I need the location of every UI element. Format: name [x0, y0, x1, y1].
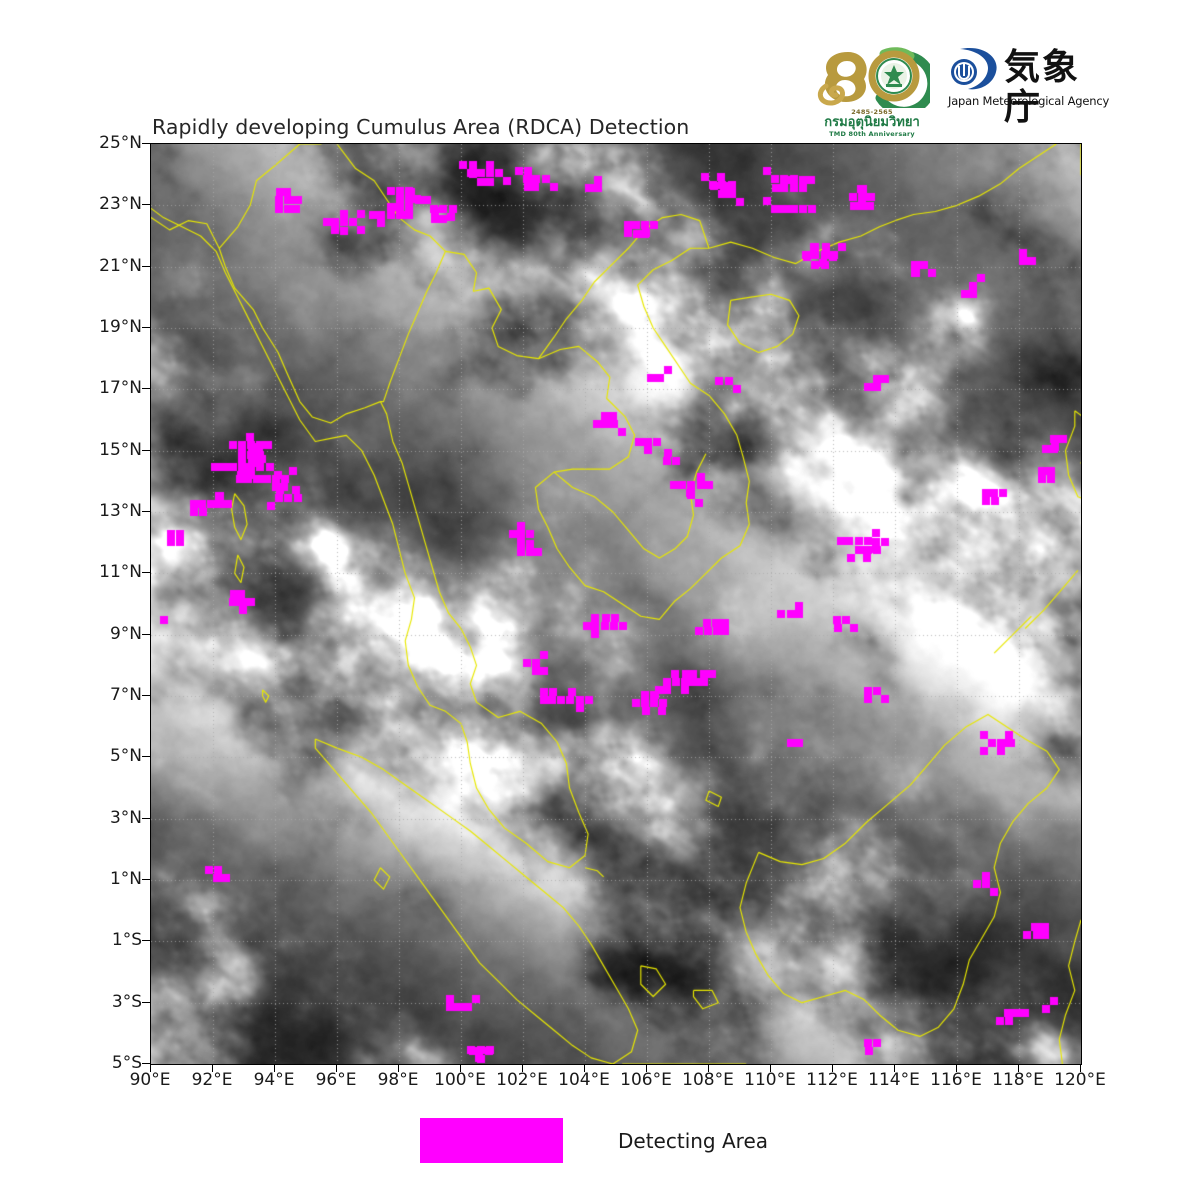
y-axis-tick-label: 15°N [99, 439, 142, 460]
page-title: Rapidly developing Cumulus Area (RDCA) D… [152, 115, 690, 139]
y-axis-tick-mark [142, 204, 150, 206]
x-axis-tick-mark [1080, 1064, 1081, 1072]
y-axis-tick-label: 21°N [99, 255, 142, 276]
logo-group: 2485-2565 กรมอุตุนิยมวิทยา TMD 80th Anni… [814, 46, 1109, 138]
y-axis-tick-mark [142, 327, 150, 328]
x-axis-tick-label: 116°E [930, 1070, 982, 1090]
y-axis-tick-label: 7°N [109, 685, 142, 705]
satellite-map-plot [150, 143, 1082, 1065]
y-axis-tick-mark [142, 1063, 150, 1064]
legend-label-detecting-area: Detecting Area [618, 1128, 768, 1153]
y-axis-tick-label: 1°N [109, 869, 142, 889]
x-axis-tick-mark [522, 1064, 523, 1072]
page-header: Rapidly developing Cumulus Area (RDCA) D… [0, 0, 1200, 301]
x-axis-tick-mark [274, 1064, 275, 1072]
y-axis-tick-label: 13°N [99, 501, 142, 521]
x-axis-tick-mark [1018, 1064, 1019, 1072]
y-axis-tick-mark [142, 143, 150, 144]
jma-english-title: Japan Meteorological Agency [948, 94, 1110, 108]
y-axis-tick-label: 1°S [111, 930, 142, 951]
x-axis-tick-mark [894, 1064, 895, 1072]
y-axis-tick-mark [142, 879, 150, 880]
x-axis-tick-mark [212, 1064, 213, 1072]
x-axis-tick-mark [460, 1064, 461, 1072]
x-axis-tick-mark [584, 1064, 585, 1072]
x-axis-tick-mark [956, 1064, 957, 1072]
y-axis-tick-mark [142, 756, 150, 758]
x-axis-tick-label: 110°E [744, 1070, 796, 1090]
tmd-80-mark-icon [814, 46, 937, 116]
jma-kanji-title: 気象庁 [1004, 47, 1081, 128]
y-axis-tick-mark [142, 449, 150, 451]
legend-swatch-detecting-area [420, 1118, 563, 1163]
y-axis-tick-mark [142, 572, 150, 574]
jma-swoosh-icon [951, 47, 997, 90]
x-axis-tick-label: 114°E [868, 1070, 920, 1090]
y-axis-tick-label: 17°N [99, 378, 142, 399]
y-axis-tick-label: 25°N [99, 133, 142, 153]
y-axis-tick-mark [142, 511, 150, 512]
x-axis-tick-mark [708, 1064, 709, 1072]
x-axis-tick-label: 104°E [558, 1070, 610, 1090]
x-axis-tick-label: 94°E [253, 1070, 295, 1090]
x-axis-tick-label: 90°E [129, 1070, 171, 1090]
y-axis-tick-label: 5°N [109, 746, 142, 767]
y-axis-tick-label: 11°N [99, 562, 142, 583]
y-axis-tick-label: 19°N [99, 317, 142, 337]
y-axis-tick-label: 23°N [99, 194, 142, 215]
tmd-80th-anniversary-logo: 2485-2565 กรมอุตุนิยมวิทยา TMD 80th Anni… [814, 46, 937, 138]
y-axis-tick-mark [142, 633, 150, 635]
y-axis-tick-mark [142, 388, 150, 390]
y-axis-tick-label: 3°N [109, 807, 142, 828]
x-axis-tick-label: 100°E [434, 1070, 486, 1090]
x-axis-tick-mark [150, 1064, 151, 1072]
y-axis-tick-label: 9°N [109, 623, 142, 644]
tmd-80-svg [817, 47, 937, 116]
japan-meteorological-agency-logo: 気象庁 Japan Meteorological Agency [948, 46, 1109, 128]
x-axis-tick-mark [336, 1064, 337, 1072]
satellite-imagery-canvas [151, 144, 1081, 1064]
x-axis-tick-label: 120°E [1054, 1070, 1106, 1090]
y-axis-tick-mark [142, 817, 150, 819]
x-axis-tick-label: 106°E [620, 1070, 672, 1090]
x-axis-tick-mark [770, 1064, 771, 1072]
x-axis-tick-label: 92°E [191, 1070, 233, 1090]
x-axis-tick-mark [832, 1064, 833, 1072]
x-axis-tick-label: 96°E [315, 1070, 357, 1090]
y-axis-tick-mark [142, 265, 150, 267]
y-axis-tick-mark [142, 940, 150, 942]
x-axis-tick-label: 108°E [682, 1070, 734, 1090]
y-axis-tick-label: 3°S [111, 991, 142, 1012]
y-axis-tick-label: 5°S [111, 1053, 142, 1073]
x-axis-tick-label: 102°E [496, 1070, 548, 1090]
x-axis-tick-label: 118°E [992, 1070, 1044, 1090]
x-axis-tick-mark [398, 1064, 399, 1072]
tmd-anniversary-subtitle: TMD 80th Anniversary [829, 130, 915, 138]
y-axis-tick-mark [142, 695, 150, 696]
x-axis-tick-mark [646, 1064, 647, 1072]
x-axis-tick-label: 112°E [806, 1070, 858, 1090]
x-axis-tick-label: 98°E [377, 1070, 419, 1090]
legend: Detecting Area [0, 1118, 1200, 1163]
tmd-dates: 2485-2565 [851, 108, 893, 116]
tmd-thai-name: กรมอุตุนิยมวิทยา [824, 115, 920, 130]
y-axis-tick-mark [142, 1001, 150, 1003]
